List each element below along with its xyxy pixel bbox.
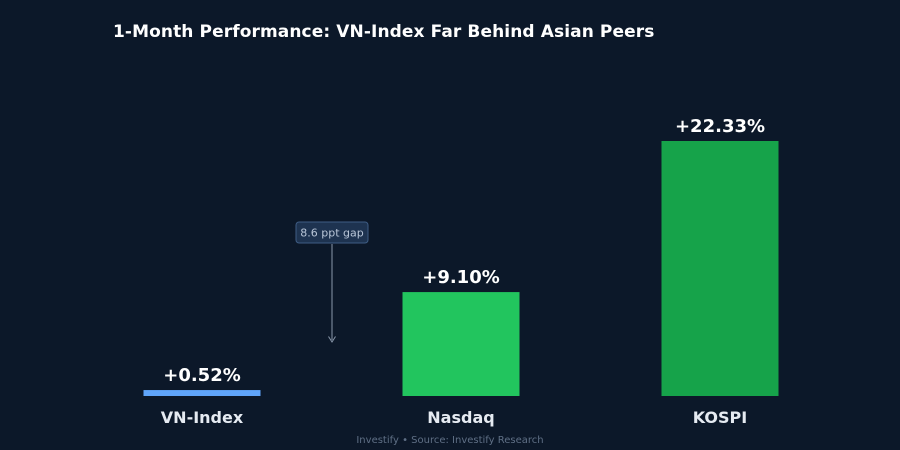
category-label: VN-Index bbox=[161, 408, 244, 427]
bar-value-label: +0.52% bbox=[163, 365, 241, 386]
chart-footer: Investify • Source: Investify Research bbox=[356, 435, 544, 446]
gap-annotation-box bbox=[295, 221, 369, 244]
bar-value-label: +9.10% bbox=[422, 267, 500, 288]
category-label: Nasdaq bbox=[427, 408, 494, 427]
bars-group bbox=[143, 141, 779, 396]
gap-annotation: 8.6 ppt gap bbox=[295, 221, 369, 343]
bar-nasdaq bbox=[402, 292, 520, 396]
category-label: KOSPI bbox=[693, 408, 747, 427]
category-labels-group: VN-Index Nasdaq KOSPI bbox=[161, 408, 747, 427]
gap-annotation-label: 8.6 ppt gap bbox=[300, 227, 363, 240]
bar-vn-index bbox=[143, 390, 261, 396]
bar-kospi bbox=[661, 141, 779, 396]
gap-annotation-arrowhead bbox=[328, 336, 336, 343]
bar-value-label: +22.33% bbox=[675, 116, 765, 137]
chart-title: 1-Month Performance: VN-Index Far Behind… bbox=[113, 22, 655, 42]
value-labels-group: +0.52% +9.10% +22.33% bbox=[163, 116, 765, 386]
